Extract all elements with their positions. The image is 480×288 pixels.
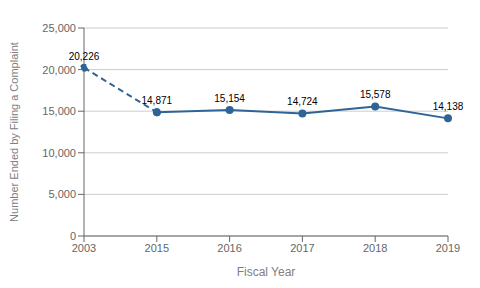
svg-text:5,000: 5,000 bbox=[48, 188, 76, 200]
svg-text:14,871: 14,871 bbox=[142, 95, 173, 106]
svg-text:2016: 2016 bbox=[217, 242, 241, 254]
svg-text:2003: 2003 bbox=[72, 242, 96, 254]
svg-text:Fiscal Year: Fiscal Year bbox=[237, 265, 296, 279]
svg-text:2019: 2019 bbox=[436, 242, 460, 254]
svg-text:15,000: 15,000 bbox=[42, 105, 76, 117]
svg-text:15,154: 15,154 bbox=[214, 93, 245, 104]
svg-text:15,578: 15,578 bbox=[360, 89, 391, 100]
svg-text:20,226: 20,226 bbox=[69, 51, 100, 62]
svg-text:2018: 2018 bbox=[363, 242, 387, 254]
svg-text:0: 0 bbox=[70, 230, 76, 242]
svg-text:10,000: 10,000 bbox=[42, 147, 76, 159]
svg-text:Number Ended by Filing a Compl: Number Ended by Filing a Complaint bbox=[8, 42, 20, 222]
svg-text:14,138: 14,138 bbox=[433, 101, 464, 112]
svg-text:2017: 2017 bbox=[290, 242, 314, 254]
svg-text:14,724: 14,724 bbox=[287, 96, 318, 107]
svg-text:2015: 2015 bbox=[145, 242, 169, 254]
svg-text:25,000: 25,000 bbox=[42, 22, 76, 34]
svg-text:20,000: 20,000 bbox=[42, 64, 76, 76]
